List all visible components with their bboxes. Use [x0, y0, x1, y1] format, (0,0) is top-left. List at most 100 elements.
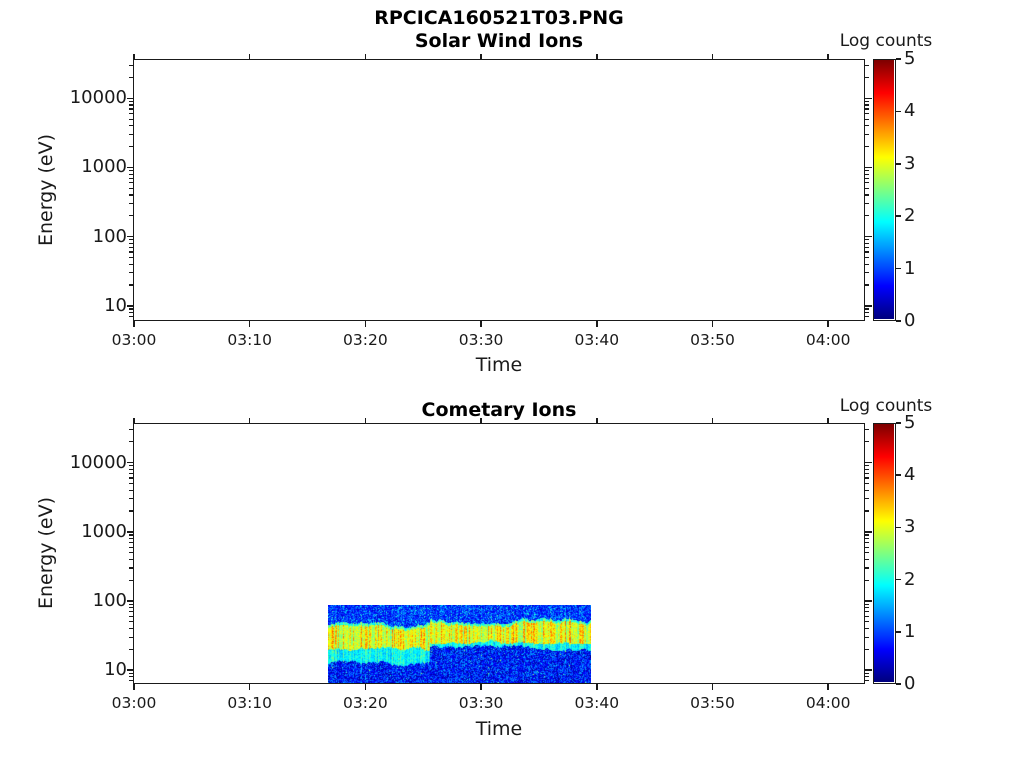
y-minor-tick	[129, 308, 133, 310]
y-major-tick-right	[865, 305, 872, 307]
colorbar-tick	[896, 526, 901, 529]
x-major-tick	[596, 321, 598, 327]
y-minor-tick-right	[865, 510, 869, 512]
y-minor-tick	[129, 603, 133, 605]
x-major-tick-top	[711, 53, 714, 59]
x-tick-label: 03:00	[111, 331, 157, 349]
colorbar-tick	[896, 631, 901, 633]
y-minor-tick	[129, 627, 133, 630]
y-minor-tick-right	[865, 627, 869, 630]
x-major-tick	[133, 321, 135, 327]
y-minor-tick-right	[865, 558, 869, 560]
y-minor-tick-right	[865, 603, 869, 605]
y-minor-tick-right	[865, 468, 869, 470]
y-minor-tick-right	[865, 113, 869, 115]
colorbar-tick-label: 3	[904, 516, 916, 538]
y-minor-tick	[129, 315, 133, 318]
y-tick-label: 1000	[81, 156, 127, 178]
colorbar-tick	[896, 215, 901, 217]
y-minor-tick-right	[865, 284, 869, 286]
x-tick-label: 04:00	[805, 694, 851, 712]
y-minor-tick-right	[865, 215, 869, 217]
x-major-tick-top	[133, 53, 135, 59]
y-minor-tick	[129, 104, 133, 106]
y-minor-tick	[129, 541, 133, 544]
y-minor-tick-right	[865, 541, 869, 544]
y-minor-tick-right	[865, 672, 869, 674]
y-minor-tick	[129, 472, 133, 474]
y-major-tick-right	[865, 461, 872, 464]
colorbar-tick	[896, 422, 901, 424]
y-major-tick-right	[865, 97, 872, 100]
y-minor-tick	[129, 108, 133, 110]
colorbar-tick	[896, 58, 901, 60]
colorbar-tick	[896, 267, 901, 270]
x-tick-label: 03:00	[111, 694, 157, 712]
x-major-tick	[711, 321, 714, 327]
y-minor-tick	[129, 546, 133, 548]
cometary-x-axis-label: Time	[475, 718, 523, 740]
y-minor-tick-right	[865, 315, 869, 318]
y-minor-tick-right	[865, 537, 869, 540]
y-minor-tick-right	[865, 118, 869, 120]
colorbar-tick	[896, 578, 901, 581]
y-major-tick-right	[865, 166, 872, 169]
y-minor-tick-right	[865, 263, 869, 265]
x-major-tick	[596, 684, 598, 690]
x-major-tick-top	[364, 417, 367, 423]
y-minor-tick	[129, 113, 133, 115]
cometary-panel-title: Cometary Ions	[421, 399, 577, 421]
x-major-tick	[480, 321, 482, 327]
y-minor-tick	[129, 611, 133, 613]
y-minor-tick-right	[865, 546, 869, 548]
y-tick-label: 10000	[69, 87, 127, 109]
y-minor-tick	[129, 534, 133, 536]
y-minor-tick	[129, 272, 133, 274]
y-major-tick	[126, 531, 133, 533]
y-minor-tick-right	[865, 133, 869, 136]
y-minor-tick	[129, 558, 133, 560]
y-minor-tick-right	[865, 429, 869, 431]
y-minor-tick-right	[865, 187, 869, 189]
x-major-tick-top	[133, 417, 135, 423]
x-tick-label: 03:20	[343, 331, 388, 349]
colorbar-tick	[896, 683, 901, 685]
y-minor-tick-right	[865, 203, 869, 205]
solar-wind-plot-area	[133, 59, 865, 321]
y-minor-tick	[129, 215, 133, 217]
y-minor-tick-right	[865, 251, 869, 253]
y-minor-tick-right	[865, 173, 869, 175]
colorbar-tick-label: 5	[904, 48, 916, 69]
y-major-tick	[126, 669, 133, 671]
y-minor-tick	[129, 489, 133, 491]
y-minor-tick-right	[865, 64, 869, 66]
x-major-tick-top	[827, 53, 829, 59]
x-tick-label: 04:00	[805, 331, 851, 349]
y-minor-tick	[129, 100, 133, 103]
y-minor-tick	[129, 680, 133, 682]
y-minor-tick-right	[865, 615, 869, 617]
x-major-tick-top	[480, 417, 482, 423]
y-minor-tick	[129, 263, 133, 265]
y-minor-tick-right	[865, 194, 869, 196]
y-minor-tick	[129, 672, 133, 674]
solar-wind-panel-title: Solar Wind Ions	[414, 30, 584, 52]
y-major-tick	[126, 461, 133, 464]
figure-title: RPCICA160521T03.PNG	[374, 7, 624, 29]
x-major-tick-top	[711, 417, 714, 423]
y-minor-tick	[129, 537, 133, 540]
cometary-y-axis-label: Energy (eV)	[35, 496, 57, 610]
x-major-tick	[248, 684, 251, 690]
y-minor-tick-right	[865, 242, 869, 244]
x-major-tick	[364, 321, 367, 327]
x-tick-label: 03:10	[227, 694, 273, 712]
y-minor-tick	[129, 311, 133, 314]
y-minor-tick-right	[865, 636, 869, 638]
y-minor-tick	[129, 510, 133, 512]
cometary-ion-spectrogram	[328, 605, 591, 683]
y-tick-label: 100	[92, 225, 127, 247]
y-minor-tick-right	[865, 567, 869, 569]
x-major-tick-top	[248, 417, 251, 423]
colorbar-tick-label: 2	[904, 568, 916, 590]
x-tick-label: 03:30	[458, 694, 504, 712]
